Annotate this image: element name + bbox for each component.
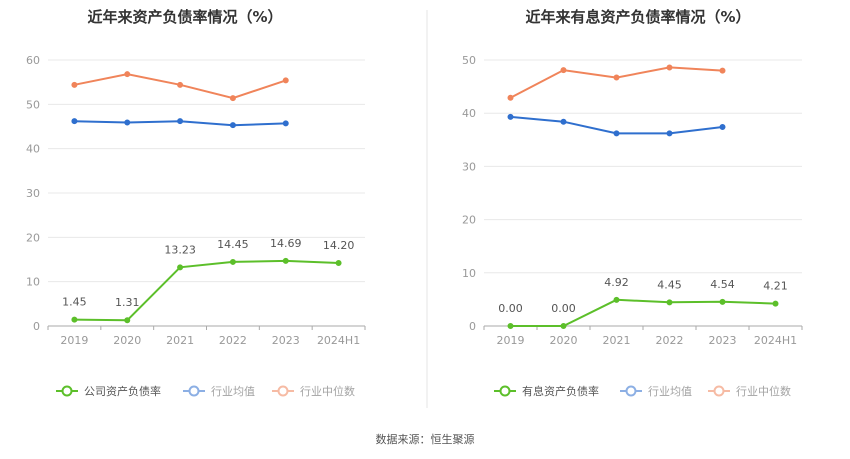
data-point-industry_median [282, 77, 289, 84]
x-tick-label: 2021 [603, 334, 631, 347]
data-point-industry_avg [124, 119, 131, 126]
chart-interest-bearing-debt-ratio: 近年来有息资产负债率情况（%） 0 10 20 30 40 50 2019 2020 2021 20… [462, 8, 803, 398]
y-tick-label: 10 [26, 276, 40, 289]
data-label: 0.00 [498, 302, 523, 315]
data-label: 14.69 [270, 237, 302, 250]
y-tick-label: 50 [26, 98, 40, 111]
x-tick-label: 2019 [497, 334, 525, 347]
data-point-industry_avg [719, 124, 726, 131]
data-point-industry_avg [229, 122, 236, 129]
chart-debt-ratio: 近年来资产负债率情况（%） 0 10 20 30 40 50 60 2019 2020 2021 20… [26, 8, 366, 398]
legend-item-industry_avg: 行业均值 [183, 385, 255, 398]
legend-label: 行业均值 [648, 385, 692, 398]
chart-title: 近年来有息资产负债率情况（%） [525, 8, 750, 26]
data-point-company [124, 317, 131, 324]
legend-swatch-marker [277, 385, 289, 397]
x-tick-label: 2023 [272, 334, 300, 347]
data-point-industry_median [613, 74, 620, 81]
data-label: 1.45 [62, 296, 87, 309]
data-point-company [335, 260, 342, 267]
data-label: 4.21 [763, 280, 788, 293]
series-line-company [74, 259, 339, 322]
x-tick-label: 2020 [550, 334, 578, 347]
y-tick-label: 30 [462, 160, 476, 173]
data-source: 数据来源：恒生聚源 [376, 432, 475, 446]
y-tick-label: 40 [462, 107, 476, 120]
data-point-industry_median [719, 67, 726, 74]
data-point-company [71, 316, 78, 323]
legend-swatch-marker [188, 385, 200, 397]
data-label: 14.45 [217, 238, 249, 251]
data-point-industry_avg [71, 118, 78, 125]
x-tick-label: 2022 [219, 334, 247, 347]
legend-label: 行业中位数 [300, 384, 355, 398]
x-tick-label: 2022 [656, 334, 684, 347]
data-point-company [666, 299, 673, 306]
y-tick-label: 50 [462, 54, 476, 67]
data-point-industry_avg [560, 118, 567, 125]
data-point-industry_avg [613, 130, 620, 137]
x-tick-label: 2023 [709, 334, 737, 347]
legend-item-industry_avg: 行业均值 [620, 385, 692, 398]
legend-swatch-marker [499, 385, 511, 397]
data-point-company [282, 257, 289, 264]
data-point-industry_avg [507, 113, 514, 120]
data-label: 4.92 [604, 276, 629, 289]
data-point-industry_avg [666, 130, 673, 137]
data-point-industry_median [507, 94, 514, 101]
data-point-company [177, 264, 184, 271]
y-tick-label: 30 [26, 187, 40, 200]
series-line-industry_median [510, 66, 723, 99]
x-tick-label: 2024H1 [317, 334, 360, 347]
y-tick-label: 10 [462, 267, 476, 280]
data-label: 0.00 [551, 302, 576, 315]
x-tick-label: 2020 [113, 334, 141, 347]
legend-swatch-marker [713, 385, 725, 397]
legend-label: 行业均值 [211, 385, 255, 398]
y-tick-label: 60 [26, 54, 40, 67]
data-label: 1.31 [115, 296, 140, 309]
data-label: 4.45 [657, 278, 682, 291]
chart-title: 近年来资产负债率情况（%） [87, 8, 282, 26]
y-tick-label: 40 [26, 143, 40, 156]
data-label: 4.54 [710, 278, 735, 291]
y-tick-label: 20 [26, 231, 40, 244]
y-tick-label: 0 [469, 320, 476, 333]
data-point-industry_median [177, 81, 184, 88]
data-point-company [229, 258, 236, 265]
data-point-company [772, 300, 779, 307]
data-point-company [507, 323, 514, 329]
data-point-industry_median [666, 64, 673, 71]
data-label: 13.23 [164, 243, 196, 256]
y-tick-label: 0 [33, 320, 40, 333]
x-tick-label: 2019 [60, 334, 88, 347]
data-point-industry_avg [177, 118, 184, 125]
series-line-company [510, 298, 776, 327]
legend-item-company: 有息资产负债率 [494, 384, 599, 398]
legend-item-industry_median: 行业中位数 [708, 384, 791, 398]
legend-swatch-marker [61, 385, 73, 397]
legend-item-industry_median: 行业中位数 [272, 384, 355, 398]
data-point-company [719, 298, 726, 305]
y-tick-label: 20 [462, 214, 476, 227]
data-label: 14.20 [323, 239, 355, 252]
legend-label: 公司资产负债率 [84, 384, 161, 398]
data-point-industry_median [71, 81, 78, 88]
legend-item-company: 公司资产负债率 [56, 384, 161, 398]
data-point-industry_median [124, 71, 131, 78]
data-point-company [560, 323, 567, 329]
legend-label: 行业中位数 [736, 384, 791, 398]
x-tick-label: 2024H1 [754, 334, 797, 347]
x-tick-label: 2021 [166, 334, 194, 347]
legend-label: 有息资产负债率 [522, 384, 599, 398]
legend-swatch-marker [625, 385, 637, 397]
data-point-industry_avg [282, 120, 289, 127]
data-point-company [613, 296, 620, 303]
data-point-industry_median [560, 67, 567, 74]
data-point-industry_median [229, 95, 236, 102]
